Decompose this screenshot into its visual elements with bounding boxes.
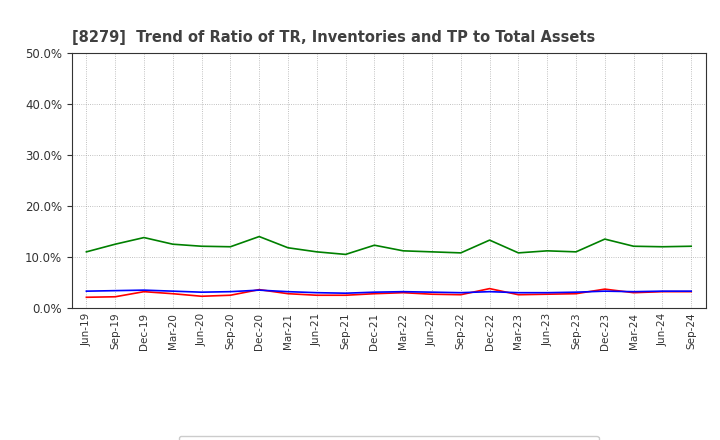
Inventories [456, 290, 465, 295]
Trade Payables [456, 250, 465, 256]
Inventories [312, 290, 321, 295]
Trade Payables [399, 248, 408, 253]
Trade Payables [168, 242, 177, 247]
Trade Receivables [226, 293, 235, 298]
Trade Payables [255, 234, 264, 239]
Line: Trade Receivables: Trade Receivables [86, 289, 691, 297]
Inventories [399, 289, 408, 294]
Trade Payables [629, 244, 638, 249]
Inventories [82, 289, 91, 294]
Trade Payables [140, 235, 148, 240]
Inventories [658, 289, 667, 294]
Trade Payables [514, 250, 523, 256]
Trade Payables [312, 249, 321, 254]
Trade Receivables [543, 292, 552, 297]
Inventories [485, 289, 494, 294]
Trade Receivables [399, 290, 408, 295]
Trade Receivables [312, 293, 321, 298]
Trade Payables [658, 244, 667, 249]
Text: [8279]  Trend of Ratio of TR, Inventories and TP to Total Assets: [8279] Trend of Ratio of TR, Inventories… [72, 29, 595, 45]
Trade Payables [572, 249, 580, 254]
Inventories [687, 289, 696, 294]
Line: Inventories: Inventories [86, 290, 691, 293]
Inventories [197, 290, 206, 295]
Trade Receivables [514, 292, 523, 297]
Inventories [284, 289, 292, 294]
Inventories [111, 288, 120, 293]
Trade Receivables [456, 292, 465, 297]
Trade Receivables [111, 294, 120, 299]
Inventories [629, 289, 638, 294]
Trade Payables [370, 242, 379, 248]
Trade Payables [284, 245, 292, 250]
Trade Receivables [600, 286, 609, 292]
Trade Receivables [255, 287, 264, 292]
Trade Payables [600, 236, 609, 242]
Trade Payables [543, 248, 552, 253]
Trade Receivables [140, 289, 148, 294]
Trade Payables [341, 252, 350, 257]
Line: Trade Payables: Trade Payables [86, 237, 691, 254]
Trade Receivables [687, 289, 696, 294]
Trade Payables [197, 244, 206, 249]
Inventories [255, 287, 264, 293]
Legend: Trade Receivables, Inventories, Trade Payables: Trade Receivables, Inventories, Trade Pa… [179, 436, 598, 440]
Trade Receivables [485, 286, 494, 291]
Trade Receivables [197, 293, 206, 299]
Trade Payables [226, 244, 235, 249]
Trade Payables [111, 242, 120, 247]
Inventories [600, 289, 609, 294]
Inventories [341, 290, 350, 296]
Trade Receivables [370, 291, 379, 297]
Trade Payables [428, 249, 436, 254]
Trade Receivables [428, 292, 436, 297]
Trade Payables [82, 249, 91, 254]
Trade Receivables [168, 291, 177, 297]
Inventories [140, 287, 148, 293]
Trade Receivables [341, 293, 350, 298]
Trade Receivables [629, 290, 638, 295]
Inventories [543, 290, 552, 295]
Trade Receivables [572, 291, 580, 297]
Inventories [226, 289, 235, 294]
Inventories [514, 290, 523, 295]
Trade Payables [485, 238, 494, 243]
Inventories [168, 289, 177, 294]
Inventories [428, 290, 436, 295]
Trade Receivables [82, 295, 91, 300]
Inventories [572, 290, 580, 295]
Trade Receivables [284, 291, 292, 297]
Trade Payables [687, 244, 696, 249]
Inventories [370, 290, 379, 295]
Trade Receivables [658, 289, 667, 294]
